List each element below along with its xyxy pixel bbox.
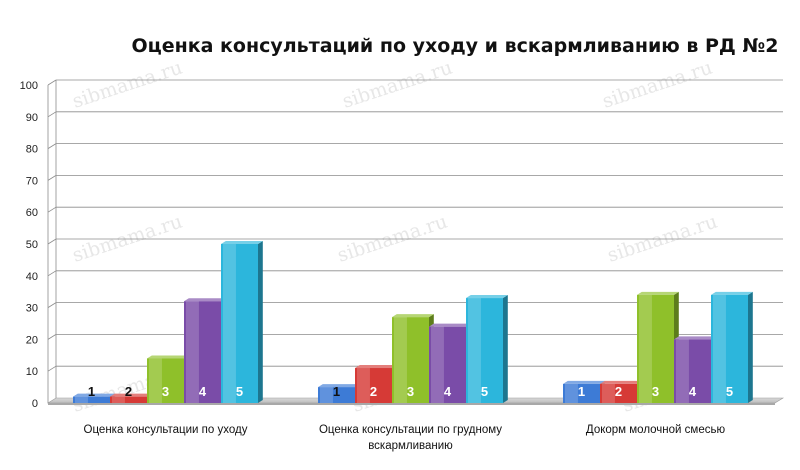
bar-highlight <box>394 317 407 403</box>
y-tick-label: 60 <box>26 207 38 219</box>
data-label: 4 <box>199 384 207 399</box>
bar-highlight <box>112 396 125 403</box>
y-tick-label: 50 <box>26 239 38 251</box>
data-label: 4 <box>689 384 697 399</box>
data-label: 2 <box>370 384 377 399</box>
bar-highlight <box>713 294 726 403</box>
plot-area: 0 10 20 30 40 50 60 70 80 90 100 1 1 1 2 2 2 3 3 3 4 4 4 5 5 5 Оце… <box>20 79 785 452</box>
bar-top <box>110 393 152 397</box>
bar-highlight <box>223 244 236 403</box>
y-tick-label: 30 <box>26 303 38 315</box>
gridline-diagonal <box>47 175 57 181</box>
bar-highlight <box>602 383 615 403</box>
gridline-diagonal <box>47 270 57 277</box>
bar-top <box>147 355 189 359</box>
bar-highlight <box>149 358 162 403</box>
bar-side <box>258 241 263 403</box>
gridline-diagonal <box>47 334 57 340</box>
bar-highlight <box>431 326 444 403</box>
bar-side <box>748 291 753 403</box>
bar-4 <box>184 301 221 403</box>
bar-highlight <box>468 298 481 403</box>
x-category-label: Оценка консультации по уходу <box>84 424 248 436</box>
bar-side <box>503 295 508 403</box>
bar-highlight <box>565 383 578 403</box>
x-category-label: Докорм молочной смесью <box>586 424 726 436</box>
bar-4 <box>429 326 466 403</box>
bar-top <box>563 380 605 384</box>
data-label: 5 <box>236 384 243 399</box>
data-label: 2 <box>125 384 132 399</box>
y-tick-label: 100 <box>20 80 38 92</box>
bar-highlight <box>357 368 370 403</box>
gridline-diagonal <box>47 143 57 149</box>
data-label: 3 <box>652 384 659 399</box>
bar-5 <box>221 244 258 403</box>
bar-2 <box>355 368 392 403</box>
gridline-diagonal <box>47 365 57 372</box>
bar-top <box>637 291 679 295</box>
gridline-diagonal <box>47 302 57 308</box>
gridline-diagonal <box>47 238 57 245</box>
data-label: 1 <box>88 384 95 399</box>
bar-1 <box>73 396 110 403</box>
bar-top <box>221 241 263 244</box>
bar-2 <box>600 383 637 403</box>
bar-top <box>674 336 716 340</box>
data-label: 1 <box>333 384 340 399</box>
bar-5 <box>466 298 503 403</box>
data-label: 5 <box>481 384 488 399</box>
bar-highlight <box>320 387 333 403</box>
data-label: 2 <box>615 384 622 399</box>
y-tick-label: 20 <box>26 334 38 346</box>
y-tick-label: 40 <box>26 271 38 283</box>
bar-4 <box>674 339 711 403</box>
y-tick-label: 10 <box>26 366 38 378</box>
bar-2 <box>110 396 147 403</box>
watermark: sibmama.ru <box>70 57 185 113</box>
data-label: 4 <box>444 384 452 399</box>
watermark: sibmama.ru <box>340 57 455 113</box>
bar-3 <box>637 294 674 403</box>
watermark: sibmama.ru <box>600 57 715 113</box>
bar-3 <box>147 358 184 403</box>
bar-top <box>429 323 471 327</box>
bar-top <box>392 314 434 318</box>
bar-top <box>466 295 508 299</box>
data-label: 1 <box>578 384 585 399</box>
gridline-diagonal <box>47 206 57 213</box>
bar-highlight <box>186 301 199 403</box>
gridline-diagonal <box>47 79 57 86</box>
y-tick-label: 80 <box>26 144 38 156</box>
bar-1 <box>563 383 600 403</box>
y-tick-label: 90 <box>26 112 38 124</box>
bar-top <box>73 393 115 397</box>
y-tick-label: 70 <box>26 175 38 187</box>
chart-title: Оценка консультаций по уходу и вскармлив… <box>131 35 778 57</box>
bar-top <box>711 291 753 295</box>
data-label: 5 <box>726 384 733 399</box>
bar-highlight <box>639 294 652 403</box>
bar-top <box>355 365 397 369</box>
bar-top <box>184 298 226 302</box>
bar-5 <box>711 294 748 403</box>
bar-highlight <box>676 339 689 403</box>
data-label: 3 <box>162 384 169 399</box>
bar-3 <box>392 317 429 403</box>
y-tick-label: 0 <box>32 398 38 410</box>
x-category-label: Оценка консультации по грудному <box>319 424 502 436</box>
bar-1 <box>318 387 355 403</box>
data-label: 3 <box>407 384 414 399</box>
gridline-diagonal <box>47 111 57 118</box>
bar-top <box>600 380 642 384</box>
chart-floor-edge <box>48 403 775 405</box>
x-category-label: вскармливанию <box>368 440 453 452</box>
bar-top <box>318 384 360 388</box>
bar-highlight <box>75 396 88 403</box>
